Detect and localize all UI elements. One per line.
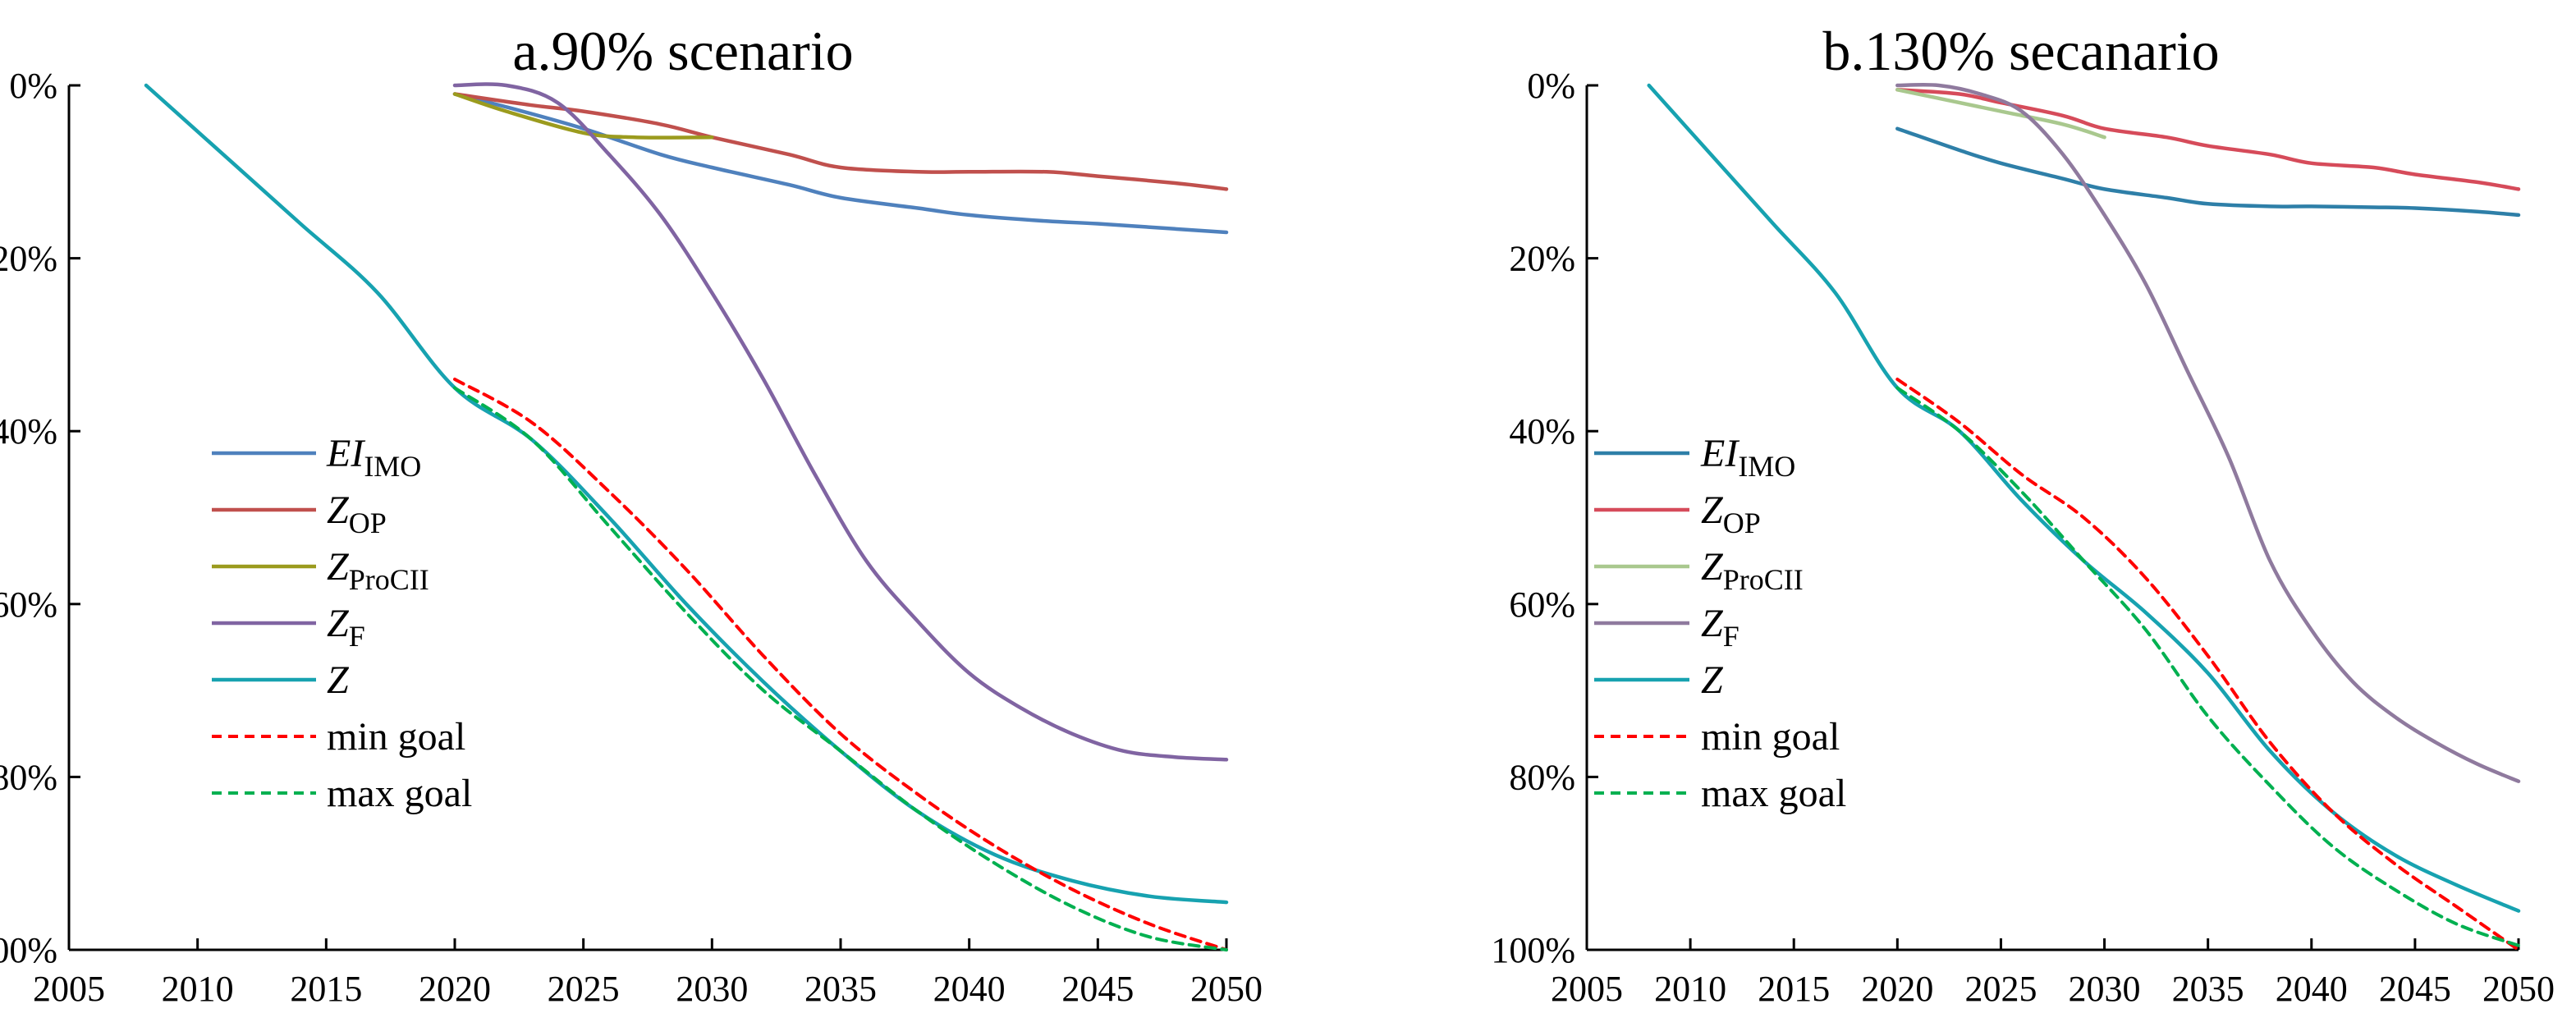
x-tick-label: 2035 bbox=[804, 969, 877, 1009]
legend-label: min goal bbox=[1701, 715, 1840, 759]
x-tick-label: 2040 bbox=[2276, 969, 2348, 1009]
series-line-z bbox=[144, 83, 1229, 905]
chart-panel-a: a.90% scenario 0% 20% 40% 60% 80% 100%2005 2010… bbox=[0, 20, 1263, 1009]
y-tick-label: 100% bbox=[1491, 930, 1575, 970]
series-line-z-procii bbox=[1895, 88, 2106, 140]
legend-label: min goal bbox=[327, 715, 465, 759]
x-tick-label: 2050 bbox=[1190, 969, 1263, 1009]
legend-label: ZProCII bbox=[1701, 545, 1804, 596]
x-tick-label: 2010 bbox=[1654, 969, 1726, 1009]
x-tick-label: 2005 bbox=[33, 969, 105, 1009]
y-tick-label: 40% bbox=[1509, 411, 1575, 452]
y-tick-label: 20% bbox=[1509, 239, 1575, 279]
series-line-z-procii bbox=[452, 92, 714, 140]
chart-title: a.90% scenario bbox=[512, 20, 853, 82]
series-line-min-goal bbox=[453, 378, 1228, 951]
x-tick-label: 2010 bbox=[162, 969, 234, 1009]
x-tick-label: 2030 bbox=[676, 969, 748, 1009]
x-tick-label: 2030 bbox=[2069, 969, 2141, 1009]
y-tick-label: 40% bbox=[0, 411, 57, 452]
x-tick-label: 2025 bbox=[1964, 969, 2037, 1009]
x-tick-label: 2020 bbox=[1861, 969, 1933, 1009]
y-tick-label: 80% bbox=[1509, 757, 1575, 797]
legend-label: max goal bbox=[1701, 772, 1846, 815]
legend-label: ZF bbox=[1701, 602, 1739, 653]
y-tick-label: 60% bbox=[0, 585, 57, 625]
series-line-max-goal bbox=[453, 386, 1228, 951]
x-tick-label: 2020 bbox=[419, 969, 491, 1009]
y-tick-label: 20% bbox=[0, 239, 57, 279]
chart-panel-b: b.130% secanario 0% 20% 40% 60% 80% 100%2005 20… bbox=[1491, 20, 2555, 1009]
series-line-z-op bbox=[452, 92, 1229, 191]
legend-label: Z bbox=[327, 658, 350, 702]
series-line-ei-imo bbox=[1895, 126, 2521, 218]
x-tick-label: 2015 bbox=[1758, 969, 1830, 1009]
series-line-max-goal bbox=[1895, 386, 2520, 947]
y-tick-label: 0% bbox=[9, 66, 57, 106]
legend-label: ZProCII bbox=[327, 545, 429, 596]
y-tick-label: 80% bbox=[0, 757, 57, 797]
series-line-z-op bbox=[1895, 88, 2521, 191]
y-tick-label: 0% bbox=[1527, 66, 1575, 106]
legend-label: Z bbox=[1701, 658, 1724, 702]
x-tick-label: 2035 bbox=[2172, 969, 2244, 1009]
series-line-z-f bbox=[1895, 82, 2521, 783]
legend-label: EIIMO bbox=[326, 432, 421, 483]
legend-label: ZOP bbox=[1701, 488, 1761, 539]
series-line-min-goal bbox=[1895, 378, 2520, 951]
x-tick-label: 2050 bbox=[2482, 969, 2555, 1009]
legend-label: ZF bbox=[327, 602, 365, 653]
chart-title: b.130% secanario bbox=[1822, 20, 2219, 82]
x-tick-label: 2045 bbox=[1061, 969, 1134, 1009]
legend-label: max goal bbox=[327, 772, 472, 815]
x-tick-label: 2015 bbox=[290, 969, 362, 1009]
x-tick-label: 2025 bbox=[548, 969, 620, 1009]
y-tick-label: 100% bbox=[0, 930, 57, 970]
x-tick-label: 2040 bbox=[933, 969, 1006, 1009]
x-tick-label: 2045 bbox=[2379, 969, 2451, 1009]
series-line-z-f bbox=[452, 82, 1229, 762]
y-tick-label: 60% bbox=[1509, 585, 1575, 625]
legend-label: ZOP bbox=[327, 488, 387, 539]
legend-label: EIIMO bbox=[1700, 432, 1795, 483]
x-tick-label: 2005 bbox=[1551, 969, 1623, 1009]
